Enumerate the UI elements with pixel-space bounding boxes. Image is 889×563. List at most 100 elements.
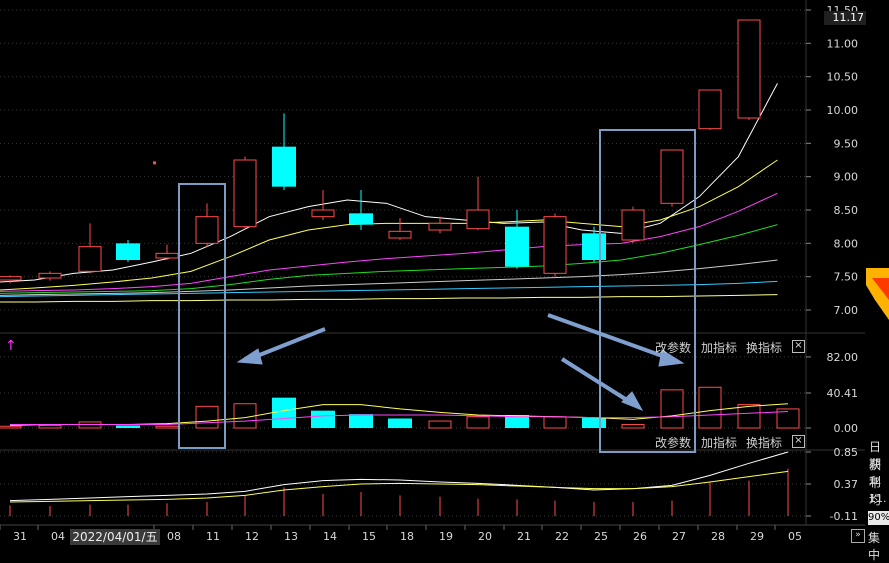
arrow-right-top <box>547 313 669 360</box>
add-indicator-button-2[interactable]: 加指标 <box>701 436 738 450</box>
volume-bar <box>349 414 373 428</box>
volume-bar <box>776 408 800 429</box>
candle-body <box>38 272 62 279</box>
x-tick-label: 08 <box>167 530 181 543</box>
x-tick-label: 22 <box>555 530 569 543</box>
x-tick-label: 13 <box>284 530 298 543</box>
candle-body <box>155 252 179 259</box>
price-tick-label: 9.00 <box>834 171 859 184</box>
volume-bar <box>0 425 22 429</box>
candle-body <box>78 246 102 272</box>
candle-body <box>311 209 335 218</box>
candle-body <box>349 213 373 225</box>
volume-bars <box>0 386 800 429</box>
volume-bar <box>195 405 219 429</box>
x-tick-label: 18 <box>400 530 414 543</box>
highlight-box-left <box>178 183 226 449</box>
volume-tick-label: 40.41 <box>827 387 859 400</box>
zoom-level[interactable]: 90% <box>868 511 889 525</box>
close-icon-2[interactable]: × <box>792 435 805 448</box>
candle-body <box>466 209 490 230</box>
x-tick-label: 27 <box>672 530 686 543</box>
x-tick-label: 28 <box>711 530 725 543</box>
candle-body <box>388 230 412 239</box>
candle-body <box>543 216 567 274</box>
volume-bar <box>155 425 179 429</box>
crosshair-date-label: 2022/04/01/五 <box>70 529 160 545</box>
candle-body <box>621 209 645 241</box>
candle-body <box>698 89 722 130</box>
x-tick-label: 29 <box>750 530 764 543</box>
x-tick-label: 20 <box>478 530 492 543</box>
candle-small-mark <box>153 161 156 165</box>
x-tick-label: 25 <box>594 530 608 543</box>
volume-tick-label: 0.00 <box>834 422 859 435</box>
volume-bar <box>311 410 335 428</box>
ma10-line <box>0 159 778 291</box>
panel-concentration-label: 集中 <box>868 531 881 562</box>
price-tick-label: 8.50 <box>834 204 859 217</box>
panel-profit-label: 获利 <box>869 458 882 489</box>
volume-bar <box>621 424 645 429</box>
volume-bar <box>116 425 140 428</box>
volume-bar <box>582 417 606 428</box>
indicator-yellow-line <box>9 470 789 503</box>
price-tick-label: 7.00 <box>834 304 859 317</box>
panel-date-label: 日期 <box>869 440 882 471</box>
switch-indicator-button-2[interactable]: 换指标 <box>746 436 783 450</box>
candle-body <box>0 276 22 281</box>
volume-bar <box>272 397 296 428</box>
volume-ma-long <box>10 411 789 426</box>
add-indicator-button[interactable]: 加指标 <box>701 341 738 355</box>
up-arrow-icon: ↑ <box>5 338 17 354</box>
x-tick-label: 26 <box>633 530 647 543</box>
annotation-arrows <box>236 313 685 411</box>
axis-ticks: 11.5011.0010.5010.009.509.008.508.007.50… <box>806 4 858 523</box>
x-tick-label: 14 <box>323 530 337 543</box>
x-tick-label: 12 <box>245 530 259 543</box>
x-tick-label: 15 <box>362 530 376 543</box>
x-axis-ticks: 31 04 08 11 12 13 14 15 18 19 20 21 22 25 26 27 28 29 05 <box>0 525 802 543</box>
panel-value-label: 11. <box>869 492 887 505</box>
indicator-tick-label: -0.11 <box>830 510 858 523</box>
moving-averages <box>0 83 778 303</box>
volume-bar <box>428 420 452 429</box>
volume-bar <box>737 404 761 429</box>
indicator-white-line <box>9 451 789 502</box>
ma5-line <box>0 83 778 283</box>
indicator-tick-label: 0.85 <box>834 446 859 459</box>
volume-bar <box>388 418 412 428</box>
highlight-box-right <box>599 129 696 453</box>
price-tick-label: 9.50 <box>834 137 859 150</box>
indicator-tick-label: 0.37 <box>834 478 859 491</box>
arrow-right-bottom <box>560 357 632 404</box>
volume-tick-label: 82.00 <box>827 351 859 364</box>
change-params-button-2[interactable]: 改参数 <box>655 436 692 450</box>
price-tick-label: 11.00 <box>827 37 859 50</box>
ma60-line <box>0 259 778 296</box>
change-params-button[interactable]: 改参数 <box>655 341 692 355</box>
ma20-line <box>0 192 778 292</box>
volume-bar <box>38 424 62 429</box>
volume-bar <box>543 416 567 429</box>
x-tick-label: 11 <box>206 530 220 543</box>
ma30-line <box>0 224 778 294</box>
current-price-tag: 11.17 <box>824 11 866 25</box>
x-tick-label: 21 <box>517 530 531 543</box>
x-tick-label: 19 <box>439 530 453 543</box>
x-tick-label: 04 <box>51 530 65 543</box>
price-tick-label: 10.50 <box>827 71 859 84</box>
scroll-right-icon[interactable]: » <box>851 529 865 543</box>
candle-body <box>505 226 529 267</box>
candle-body <box>737 19 761 119</box>
switch-indicator-button[interactable]: 换指标 <box>746 341 783 355</box>
candle-body <box>428 222 452 231</box>
candle-body <box>272 146 296 187</box>
volume-bar <box>698 386 722 429</box>
arrow-right-bottom-head <box>621 391 644 411</box>
arrow-left-head <box>236 348 263 365</box>
close-icon[interactable]: × <box>792 340 805 353</box>
volume-bar <box>660 389 684 429</box>
candle-body <box>660 149 684 204</box>
chart-canvas: 11.5011.0010.5010.009.509.008.508.007.50… <box>0 0 889 543</box>
